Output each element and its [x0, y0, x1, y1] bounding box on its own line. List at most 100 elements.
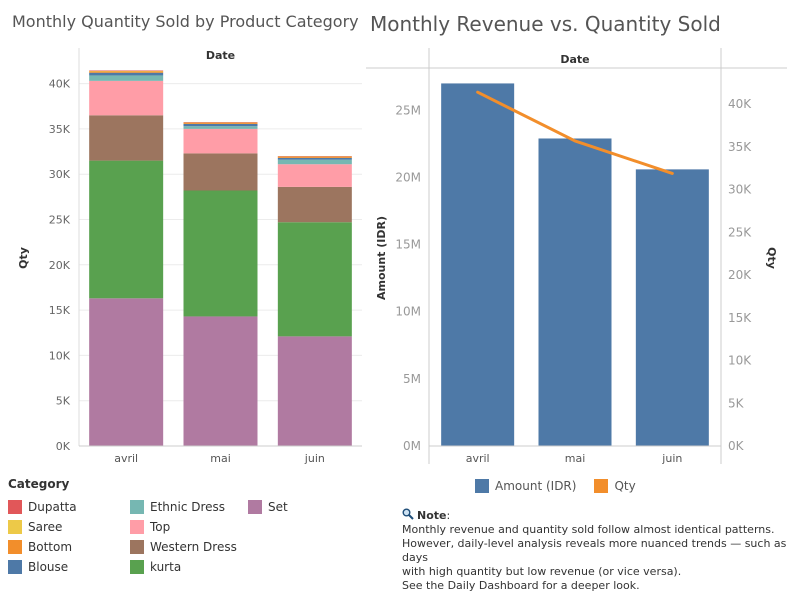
legend-swatch — [8, 560, 22, 574]
right-y-tick-label: 25K — [728, 225, 752, 239]
bar-segment-top — [184, 129, 258, 153]
legend-label: Saree — [28, 520, 62, 534]
legend-item-saree[interactable]: Saree — [8, 517, 130, 537]
legend-item-qty[interactable]: Qty — [594, 476, 635, 496]
bar-segment-bottom — [89, 71, 163, 72]
magnifier-icon — [402, 508, 414, 520]
legend-label: Bottom — [28, 540, 72, 554]
bar-segment-kurta — [89, 161, 163, 299]
left-y-tick-label: 0M — [403, 439, 421, 453]
x-tick-label: mai — [565, 452, 586, 465]
bar-segment-bottom — [278, 157, 352, 158]
y-tick-label: 20K — [49, 259, 71, 272]
right-y-tick-label: 15K — [728, 311, 752, 325]
amount-bar — [636, 169, 709, 446]
bar-segment-western-dress — [184, 153, 258, 190]
legend-item-blouse[interactable]: Blouse — [8, 557, 130, 577]
legend-item-amount[interactable]: Amount (IDR) — [475, 476, 576, 496]
x-tick-label: avril — [466, 452, 490, 465]
legend-label: kurta — [150, 560, 181, 574]
left-y-tick-label: 25M — [395, 103, 421, 117]
column-header: Date — [206, 49, 235, 62]
bar-segment-western-dress — [89, 115, 163, 160]
right-y-tick-label: 40K — [728, 97, 752, 111]
x-tick-label: juin — [304, 452, 325, 465]
bar-segment-blouse — [278, 158, 352, 160]
right-y-tick-label: 20K — [728, 268, 752, 282]
y-tick-label: 25K — [49, 213, 71, 226]
y-tick-label: 10K — [49, 349, 71, 362]
legend-label: Blouse — [28, 560, 68, 574]
y-tick-label: 40K — [49, 78, 71, 91]
note-heading: Note — [417, 509, 446, 522]
note-line: However, daily-level analysis reveals mo… — [402, 537, 787, 565]
bar-segment-set — [184, 316, 258, 446]
legend-item-ethnic-dress[interactable]: Ethnic Dress — [130, 497, 248, 517]
legend-swatch — [130, 520, 144, 534]
legend-item-kurta[interactable]: kurta — [130, 557, 248, 577]
bar-segment-ethnic-dress — [89, 75, 163, 80]
legend-item-set[interactable]: Set — [248, 497, 358, 517]
legend-swatch — [475, 479, 489, 493]
note-colon: : — [446, 509, 450, 522]
left-y-tick-label: 5M — [403, 372, 421, 386]
bar-segment-dupatta — [89, 70, 163, 71]
amount-bar — [441, 83, 514, 446]
legend-swatch — [130, 560, 144, 574]
bar-segment-blouse — [89, 73, 163, 76]
right-y-axis-title: Qty — [765, 247, 778, 269]
legend-swatch — [130, 540, 144, 554]
note-line: with high quantity but low revenue (or v… — [402, 565, 787, 579]
x-tick-label: avril — [114, 452, 138, 465]
y-tick-label: 15K — [49, 304, 71, 317]
bar-segment-bottom — [184, 123, 258, 124]
left-y-tick-label: 15M — [395, 238, 421, 252]
y-tick-label: 5K — [56, 395, 71, 408]
column-header: Date — [560, 53, 589, 66]
bar-segment-dupatta — [278, 156, 352, 157]
amount-bar — [539, 138, 612, 446]
right-y-tick-label: 10K — [728, 354, 752, 368]
note-line: Monthly revenue and quantity sold follow… — [402, 523, 787, 537]
bar-segment-ethnic-dress — [278, 160, 352, 165]
legend-swatch — [8, 500, 22, 514]
legend-swatch — [8, 520, 22, 534]
y-tick-label: 30K — [49, 168, 71, 181]
legend-item-western-dress[interactable]: Western Dress — [130, 537, 248, 557]
bar-segment-set — [278, 336, 352, 446]
bar-segment-dupatta — [184, 122, 258, 123]
y-tick-label: 35K — [49, 123, 71, 136]
bar-segment-blouse — [184, 124, 258, 126]
legend-label: Ethnic Dress — [150, 500, 225, 514]
legend-items: Dupatta Saree Bottom Blouse Ethnic Dress… — [8, 497, 368, 577]
bar-segment-saree — [184, 123, 258, 124]
legend-item-bottom[interactable]: Bottom — [8, 537, 130, 557]
note-line: See the Daily Dashboard for a deeper loo… — [402, 579, 787, 593]
y-tick-label: 0K — [56, 440, 71, 453]
bar-segment-kurta — [184, 191, 258, 317]
bar-segment-saree — [89, 71, 163, 72]
bar-segment-ethnic-dress — [184, 126, 258, 129]
note-box: Note: Monthly revenue and quantity sold … — [402, 508, 787, 593]
legend-label: Top — [150, 520, 170, 534]
left-y-tick-label: 10M — [395, 305, 421, 319]
right-y-tick-label: 0K — [728, 439, 745, 453]
left-y-tick-label: 20M — [395, 170, 421, 184]
legend-swatch — [130, 500, 144, 514]
x-tick-label: mai — [210, 452, 231, 465]
bar-segment-saree — [278, 157, 352, 158]
left-y-axis-title: Amount (IDR) — [375, 216, 388, 300]
category-legend: Category Dupatta Saree Bottom Blouse Eth… — [8, 477, 368, 577]
right-y-tick-label: 30K — [728, 183, 752, 197]
legend-item-top[interactable]: Top — [130, 517, 248, 537]
legend-title: Category — [8, 477, 368, 491]
legend-label: Amount (IDR) — [495, 479, 576, 493]
legend-label: Set — [268, 500, 288, 514]
x-tick-label: juin — [661, 452, 682, 465]
revenue-legend: Amount (IDR) Qty — [475, 476, 636, 496]
legend-item-dupatta[interactable]: Dupatta — [8, 497, 130, 517]
right-y-tick-label: 35K — [728, 140, 752, 154]
legend-swatch — [8, 540, 22, 554]
legend-label: Western Dress — [150, 540, 237, 554]
bar-segment-set — [89, 298, 163, 446]
